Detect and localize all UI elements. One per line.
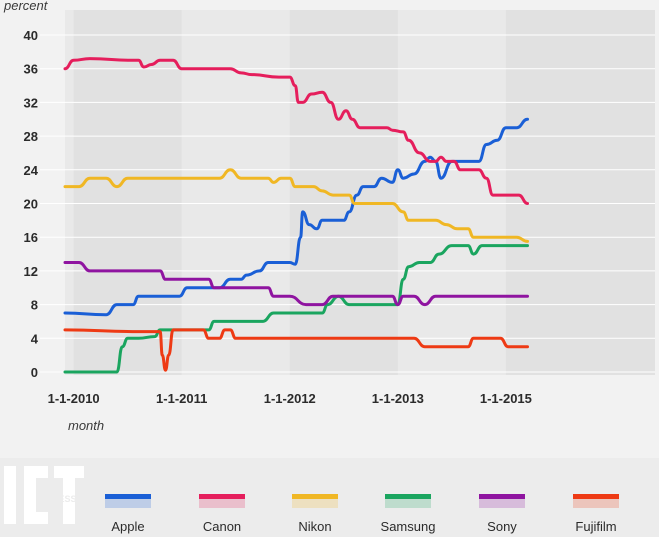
x-tick-label: 1-1-2015 [480, 391, 532, 406]
legend-swatch-apple [105, 494, 151, 499]
ict-press-logo: PRESS [4, 466, 84, 524]
legend-swatch-shade [105, 499, 151, 508]
series-lines [63, 57, 529, 374]
legend-swatch-shade [199, 499, 245, 508]
series-line-canon [63, 57, 529, 205]
legend-label-samsung: Samsung [381, 519, 436, 534]
x-tick-label: 1-1-2011 [156, 391, 207, 406]
y-tick-label: 32 [24, 95, 38, 110]
y-tick-label: 24 [24, 163, 39, 178]
legend-swatch-nikon [292, 494, 338, 499]
legend-swatch-shade [479, 499, 525, 508]
y-tick-label: 8 [31, 298, 38, 313]
x-axis-title: month [68, 418, 104, 433]
y-tick-label: 0 [31, 365, 38, 380]
year-band [289, 10, 398, 375]
year-band [73, 10, 182, 375]
legend-swatch-canon [199, 494, 245, 499]
legend-swatch-shade [385, 499, 431, 508]
x-tick-label: 1-1-2010 [48, 391, 100, 406]
series-line-nikon [63, 168, 529, 243]
y-tick-labels: 0 4 8 12 16 20 24 28 32 36 40 [24, 28, 39, 380]
y-tick-label: 12 [24, 264, 38, 279]
series-line-sony [63, 261, 529, 307]
legend-swatch-fujifilm [573, 494, 619, 499]
legend-label-apple: Apple [111, 519, 144, 534]
legend-label-canon: Canon [203, 519, 241, 534]
legend: Apple Canon Nikon Samsung Sony Fujifilm [105, 494, 619, 534]
legend-swatch-shade [292, 499, 338, 508]
x-tick-label: 1-1-2012 [264, 391, 316, 406]
legend-label-sony: Sony [487, 519, 517, 534]
year-band [505, 10, 655, 375]
y-tick-label: 28 [24, 129, 38, 144]
y-tick-label: 16 [24, 230, 38, 245]
x-tick-label: 1-1-2013 [372, 391, 424, 406]
legend-label-fujifilm: Fujifilm [575, 519, 616, 534]
watermark-text: PRESS [46, 494, 77, 504]
x-tick-labels: 1-1-2010 1-1-2011 1-1-2012 1-1-2013 1-1-2015 [48, 391, 532, 406]
y-tick-label: 4 [31, 331, 39, 346]
legend-label-nikon: Nikon [298, 519, 331, 534]
legend-swatch-sony [479, 494, 525, 499]
y-tick-label: 36 [24, 62, 38, 77]
y-axis-title: percent [3, 0, 49, 13]
y-tick-label: 40 [24, 28, 38, 43]
series-line-fujifilm [63, 328, 529, 372]
series-line-samsung [63, 244, 529, 374]
legend-swatch-shade [573, 499, 619, 508]
y-tick-label: 20 [24, 197, 38, 212]
legend-swatch-samsung [385, 494, 431, 499]
